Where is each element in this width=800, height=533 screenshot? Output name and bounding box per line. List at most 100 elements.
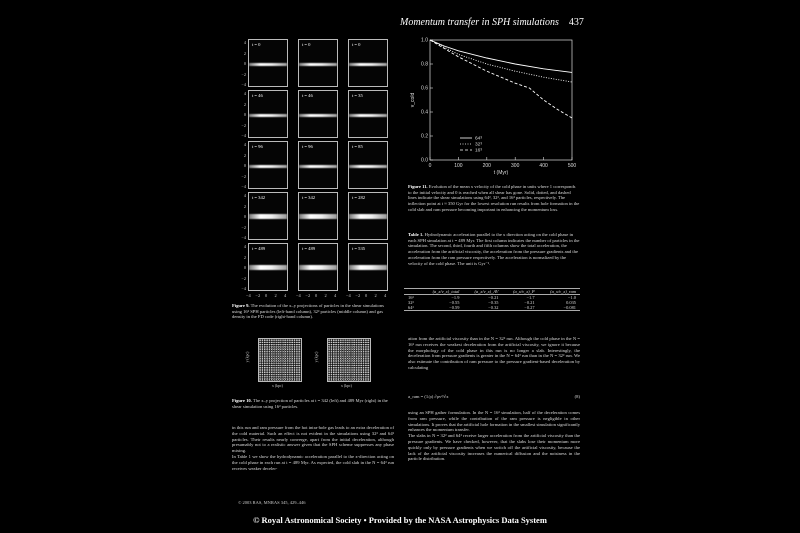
figure-9-ytick: −4 [241,82,246,87]
table-cell: −1.9 [451,295,460,300]
gas-slab-stripe [349,63,387,66]
figure-9-panel-label: t = 96 [252,144,263,149]
table-1-title-text: Hydrodynamic acceleration parallel to th… [408,232,580,266]
figure-9-ytick: 0 [243,214,246,219]
figure-10-label: Figure 10. [232,398,252,403]
figure-9-xtick: −4 [296,293,301,298]
figure-9-xtick: 2 [324,293,327,298]
table-cell: −0.21 [488,295,499,300]
running-header: Momentum transfer in SPH simulations 437 [400,17,584,28]
figure-9-ytick: −4 [241,133,246,138]
figure-9-panel-label: t = 282 [352,195,366,200]
figure-9-ytick: 4 [243,142,246,147]
equation-8: a_ram = (1/ρ) ∂ρv²/∂x (8) [408,394,580,400]
figure-9-ytick: −2 [241,224,246,230]
x-tick-label: 300 [511,163,520,169]
body-right-column-a: ation from the artificial viscosity than… [408,336,580,370]
figure-10-panel-right [327,338,371,382]
figure-9-ytick: 0 [243,163,246,168]
gas-slab-stripe [299,265,337,270]
figure-9-panel-label: t = 342 [302,195,316,200]
figure-9-caption-text: The evolution of the x–y projections of … [232,303,384,320]
y-tick-label: 0.0 [421,158,428,164]
y-tick-label: 1.0 [421,38,428,44]
gas-slab-stripe [299,165,337,168]
x-tick-label: 200 [483,163,492,169]
figure-9-label: Figure 9. [232,303,250,308]
gas-slab-stripe [249,265,287,270]
figure-9-xtick: 0 [365,293,368,298]
figure-9-panel: t = 489 [248,243,288,291]
gas-slab-stripe [349,165,387,168]
table-1-label: Table 1. [408,232,424,237]
table-cell: 16³ [408,295,414,300]
figure-9-xtick: −2 [355,293,361,298]
figure-9-panel-label: t = 35 [352,93,363,98]
ads-footer: © Royal Astronomical Society • Provided … [253,515,547,525]
figure-9-panel: t = 342 [298,192,338,240]
y-tick-label: 0.6 [421,86,428,92]
figure-9-panel: t = 0 [248,39,288,87]
series-line-0 [429,39,573,73]
figure-9-xtick: 4 [384,293,387,298]
gas-slab-stripe [249,63,287,66]
figure-11-chart: 0 100 200 300 400 500 0.0 0.2 0.4 0.6 0.8 1.0 v_cold… [410,38,576,176]
figure-10-ylabel-left: y (kpc) [245,351,250,363]
copyright-line: © 2003 RAS, MNRAS 345, 429–446 [238,500,306,505]
x-axis-label: t (Myr) [494,170,509,176]
table-header-cell: (a_x/v_x)_P [502,288,539,295]
figure-11-caption-text: Evolution of the mean x velocity of the … [408,184,580,212]
figure-9-panel: t = 96 [248,141,288,189]
table-header-cell [404,288,421,295]
gas-slab-stripe [249,214,287,219]
figure-9-panel: t = 96 [298,141,338,189]
figure-9-panel-label: t = 46 [252,93,263,98]
series-line-1 [429,39,573,83]
figure-9-ytick: −2 [241,122,246,128]
table-cell: −0.21 [524,300,535,305]
figure-10-ylabel-right: y (kpc) [314,351,319,363]
figure-9-panel-label: t = 85 [352,144,363,149]
gas-slab-stripe [349,114,387,117]
page-number: 437 [568,17,584,28]
table-row: 16³ −1.9 −0.21 −1.7 −1.0 [404,295,580,300]
figure-9-xtick: −4 [346,293,351,298]
figure-11-caption: Figure 11. Evolution of the mean x veloc… [408,184,580,213]
figure-9-panel: t = 535 [348,243,388,291]
figure-9-panel-label: t = 0 [352,42,361,47]
plot-frame [429,39,573,161]
table-cell: 64³ [404,305,421,311]
figure-9-panel: t = 46 [298,90,338,138]
equation-text: a_ram = (1/ρ) ∂ρv²/∂x [408,394,449,399]
figure-9-ytick: 4 [243,244,246,249]
figure-9-panel: t = 35 [348,90,388,138]
figure-9-ytick: 2 [243,203,246,209]
figure-10-xlabel-left: x (kpc) [272,384,283,388]
gas-slab-stripe [249,165,287,168]
figure-9-ytick: −2 [241,71,246,77]
table-cell: −0.55 [449,300,460,305]
figure-9-panel-label: t = 46 [302,93,313,98]
figure-9-xtick: 4 [284,293,287,298]
figure-9-panel-label: t = 0 [252,42,261,47]
figure-9-xtick: −2 [255,293,261,298]
gas-slab-stripe [299,63,337,66]
figure-9-panel: t = 85 [348,141,388,189]
figure-9-ytick: −4 [241,235,246,240]
table-cell: −0.27 [502,305,539,311]
figure-10-xlabel-right: x (kpc) [341,384,352,388]
gas-slab-stripe [299,214,337,219]
figure-9-ytick: 0 [243,61,246,66]
figure-9-grid: t = 0 t = 0 t = 0 4 2 0 −2 −4 t = 46 t = 46 t = 35… [236,39,396,301]
table-header-cell: (a_x/v_x)_total [420,288,464,295]
table-1: (a_x/v_x)_total (a_x/v_x)_AV (a_x/v_x)_P (a… [404,288,580,311]
figure-9-panel-label: t = 535 [352,246,366,251]
figure-10-caption-text: The x–y projection of particles at t = 3… [232,398,388,409]
table-cell: −1.7 [526,295,535,300]
table-cell: 0.035 [566,300,576,305]
header-title: Momentum transfer in SPH simulations [400,17,559,28]
y-tick-label: 0.2 [421,134,428,140]
table-cell: −1.0 [568,295,576,300]
x-tick-label: 500 [568,163,576,169]
legend-label: 32³ [475,142,482,148]
